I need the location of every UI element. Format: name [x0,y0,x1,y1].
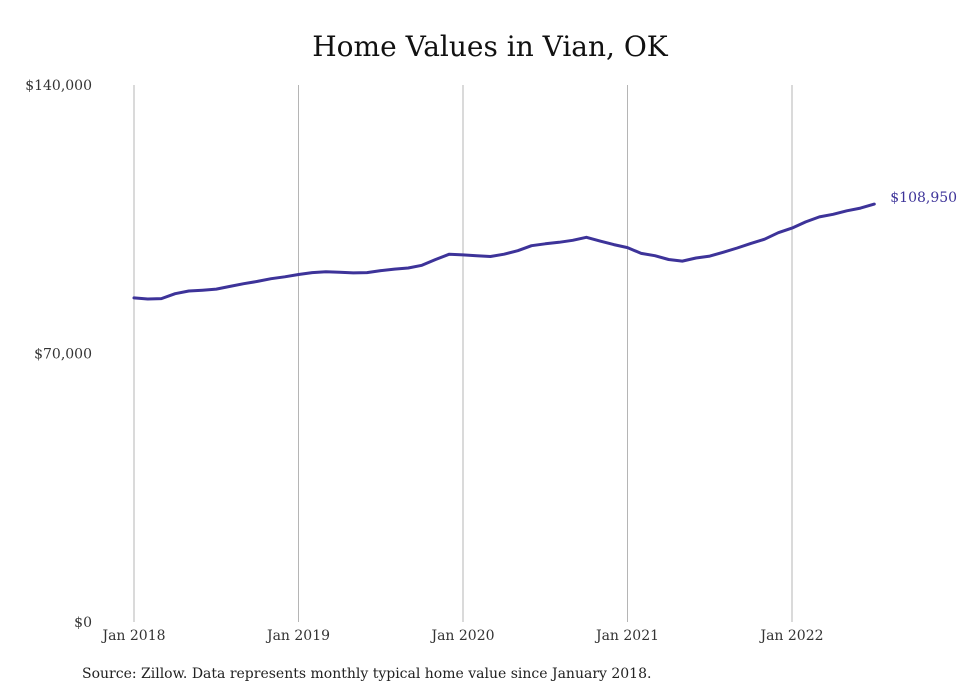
chart-title: Home Values in Vian, OK [312,30,668,63]
y-tick-label: $0 [74,615,92,631]
grid-lines [133,85,793,622]
x-tick-label: Jan 2018 [100,628,165,644]
source-note: Source: Zillow. Data represents monthly … [82,666,652,682]
end-value-label: $108,950 [890,190,957,206]
x-tick-label: Jan 2021 [594,628,659,644]
y-axis: $0 $70,000 $140,000 [25,78,92,631]
series-layer [132,202,876,301]
y-tick-label: $140,000 [25,78,92,94]
data-labels: $108,950 [890,190,957,206]
x-axis: Jan 2018 Jan 2019 Jan 2020 Jan 2021 Jan 2022 [100,628,823,644]
y-tick-label: $70,000 [34,347,92,363]
x-tick-label: Jan 2019 [265,628,330,644]
x-tick-label: Jan 2020 [429,628,494,644]
series-line [132,202,876,301]
x-tick-label: Jan 2022 [758,628,823,644]
